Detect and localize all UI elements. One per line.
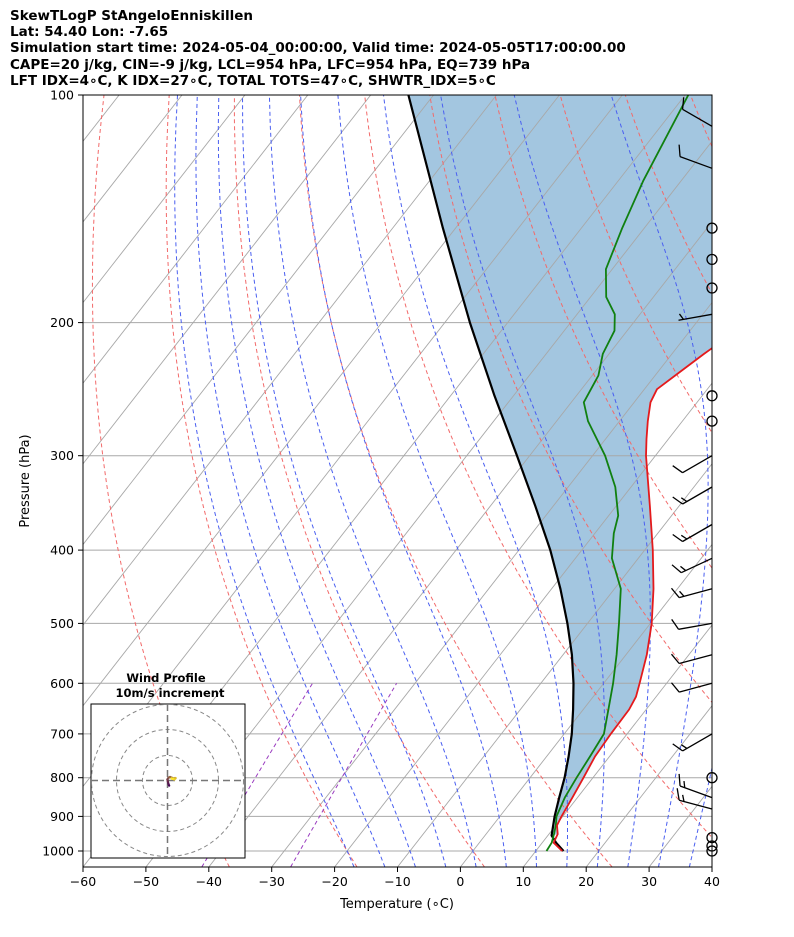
x-tick-label: −50 — [133, 874, 159, 889]
x-tick-label: 30 — [641, 874, 657, 889]
moist-adiabat-line — [242, 95, 447, 867]
temperature-profile-line — [552, 347, 712, 852]
y-tick-label: 100 — [50, 88, 74, 103]
moist-adiabat-line — [195, 95, 386, 867]
isotherm-line — [83, 95, 372, 465]
moist-adiabat-line — [440, 95, 605, 867]
isotherm-line — [83, 95, 246, 304]
isotherm-line — [83, 95, 497, 626]
dry-adiabat-line — [233, 95, 485, 867]
cape-shading — [408, 95, 712, 836]
dewpoint-profile-line — [545, 95, 690, 852]
x-tick-label: −60 — [70, 874, 96, 889]
isotherm-line — [397, 463, 712, 867]
wind-barb — [676, 788, 713, 810]
moist-adiabat-line — [383, 95, 568, 867]
wind-barb — [681, 97, 713, 127]
dry-adiabat-line — [165, 95, 358, 867]
wind-barb — [671, 557, 713, 574]
moist-adiabat-line — [217, 95, 416, 867]
y-tick-label: 1000 — [42, 844, 74, 859]
y-tick-label: 700 — [50, 726, 74, 741]
isotherm-line — [711, 866, 712, 867]
dry-adiabat-line — [756, 95, 794, 867]
wind-barb — [671, 618, 713, 630]
isotherm-line — [522, 624, 712, 867]
stability-indices-1: CAPE=20 j/kg, CIN=-9 j/kg, LCL=954 hPa, … — [10, 56, 531, 73]
dry-adiabat-line — [559, 95, 712, 434]
wind-barb — [670, 587, 713, 599]
y-tick-label: 500 — [50, 616, 74, 631]
x-tick-label: −30 — [259, 874, 285, 889]
y-tick-label: 400 — [50, 543, 74, 558]
cape-shaded-area — [408, 95, 712, 836]
wind-barbs — [670, 97, 718, 857]
isotherm-line — [145, 140, 712, 867]
isotherm-line — [775, 95, 794, 867]
hodograph-title: Wind Profile — [126, 671, 206, 685]
dry-adiabat-line — [364, 95, 712, 839]
station-location: Lat: 54.40 Lon: -7.65 — [10, 24, 169, 41]
y-tick-label: 600 — [50, 676, 74, 691]
isotherm-line — [83, 95, 309, 384]
wind-barb — [672, 486, 713, 505]
parcel-profile-line — [407, 95, 575, 852]
wind-barb — [672, 733, 713, 752]
y-tick-label: 800 — [50, 770, 74, 785]
x-axis-label: Temperature (∘C) — [339, 897, 454, 912]
x-tick-label: 20 — [578, 874, 594, 889]
chart-title: SkewTLogP StAngeloEnniskillen — [10, 8, 253, 24]
y-axis-label: Pressure (hPa) — [18, 434, 33, 527]
x-tick-label: 10 — [515, 874, 531, 889]
dry-adiabat-line — [429, 95, 712, 704]
y-tick-label: 300 — [50, 448, 74, 463]
wind-barb — [670, 653, 713, 665]
simulation-times: Simulation start time: 2024-05-04_00:00:… — [10, 40, 626, 57]
moist-adiabat-line — [174, 95, 355, 867]
stability-indices-2: LFT IDX=4∘C, K IDX=27∘C, TOTAL TOTS=47∘C… — [10, 72, 496, 89]
x-tick-label: 0 — [456, 874, 464, 889]
wind-barb — [678, 773, 713, 799]
y-tick-label: 900 — [50, 809, 74, 824]
x-tick-label: −40 — [196, 874, 222, 889]
moist-adiabat-line — [720, 95, 794, 867]
isotherm-line — [271, 301, 712, 867]
wind-barb — [672, 523, 713, 543]
moist-adiabat-line — [610, 95, 709, 867]
hodograph-subtitle: 10m/s increment — [116, 686, 225, 700]
wind-barb — [678, 313, 713, 321]
dry-adiabat-line — [624, 95, 712, 295]
y-tick-label: 200 — [50, 315, 74, 330]
isotherm-line — [585, 704, 712, 867]
mixing-ratio-line — [290, 683, 398, 867]
moist-adiabat-line — [300, 95, 507, 867]
x-tick-label: 40 — [704, 874, 720, 889]
x-tick-label: −10 — [384, 874, 410, 889]
isotherm-line — [83, 95, 434, 546]
wind-barb — [670, 682, 713, 693]
background-grid — [83, 95, 794, 867]
isotherm-line — [83, 95, 560, 707]
isotherm-line — [334, 382, 712, 867]
x-tick-label: −20 — [321, 874, 347, 889]
chart-header: SkewTLogP StAngeloEnniskillen Lat: 54.40… — [10, 8, 790, 89]
moist-adiabat-line — [513, 95, 651, 867]
sounding-lines — [407, 95, 712, 852]
dry-adiabat-line — [299, 95, 613, 867]
isotherm-line — [460, 543, 712, 867]
wind-barb — [672, 455, 713, 474]
axis-ticks: −60 −50 −40 −30 −20 −10 0 10 20 30 40 1000 900 800 700… — [42, 88, 720, 890]
wind-barb — [678, 144, 713, 169]
